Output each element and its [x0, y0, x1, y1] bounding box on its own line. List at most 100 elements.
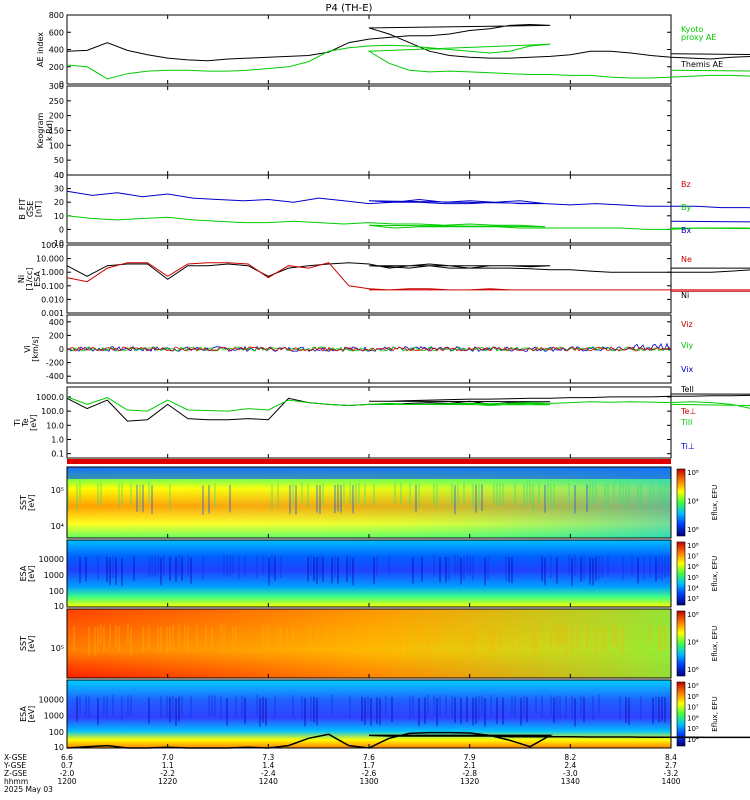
spectrogram-stripe	[76, 696, 78, 722]
colorbar-tick-label: 10⁴	[687, 498, 699, 506]
spectrogram-stripe	[271, 555, 273, 577]
panel-sst_ion: 10⁸ 10⁴ 10⁶ Eflux, EFU 10⁵ 10⁴	[51, 466, 719, 539]
spectrogram-stripe	[484, 698, 486, 727]
spectrogram-stripe	[265, 697, 267, 726]
colorbar-label: Eflux, EFU	[711, 696, 719, 731]
spectrogram-stripe	[130, 482, 132, 506]
y-tick-label: 10000	[39, 555, 64, 564]
spectrogram-stripe	[496, 697, 498, 724]
spectrogram-stripe	[157, 626, 159, 653]
y-tick-label: -200	[46, 359, 64, 368]
spectrogram-stripe	[361, 696, 363, 722]
spectrogram-stripe	[391, 624, 393, 646]
series-ne	[66, 262, 750, 292]
spectrogram-stripe	[316, 484, 318, 513]
spectrogram-stripe	[472, 556, 474, 581]
colorbar-tick-label: 10⁶	[687, 666, 699, 674]
spectrogram-stripe	[565, 696, 567, 719]
spectrogram-stripe	[565, 626, 567, 655]
spectrogram-stripe	[316, 557, 318, 584]
colorbar-label: Eflux, EFU	[711, 626, 719, 661]
spectrogram-stripe	[373, 482, 375, 506]
spectrogram-stripe	[535, 694, 537, 715]
spectrogram-stripe	[601, 626, 603, 654]
spectrogram-stripe	[121, 482, 123, 504]
x-tick-label: -2.2	[160, 769, 175, 778]
spectrogram-stripe	[427, 625, 429, 652]
spectrogram-stripe	[424, 697, 426, 724]
spectrogram-stripe	[628, 697, 630, 726]
spectrogram-stripe	[505, 556, 507, 581]
spectrogram-stripe	[355, 482, 357, 506]
spectrogram-stripe	[169, 484, 171, 510]
spectrogram-stripe	[109, 624, 111, 647]
spectrogram-stripe	[649, 555, 651, 578]
panel-ae: 800 600 400 200 0	[49, 11, 750, 89]
spectrogram-stripe	[322, 556, 324, 583]
spectrogram-stripe	[256, 555, 258, 579]
spectrogram-stripe	[127, 623, 129, 645]
series-till	[66, 396, 750, 412]
spectrogram-stripe	[514, 695, 516, 719]
spectrogram-stripe	[202, 556, 204, 580]
spectrogram-stripe	[184, 625, 186, 649]
x-tick-label: 8.2	[564, 753, 576, 762]
spectrogram-stripe	[142, 626, 144, 654]
spectrogram-stripe	[466, 696, 468, 723]
x-row-label: 2025 May 03	[4, 785, 53, 794]
spectrogram-stripe	[445, 556, 447, 583]
spectrogram-stripe	[229, 555, 231, 576]
x-tick-label: -3.0	[563, 769, 578, 778]
x-tick-label: 8.4	[665, 753, 677, 762]
x-tick-label: 1400	[661, 777, 680, 786]
spectrogram-stripe	[115, 624, 117, 648]
spectrogram-stripe	[172, 624, 174, 646]
spectrogram-stripe	[457, 482, 459, 506]
y-tick-label: 150	[49, 127, 64, 136]
spectrogram-stripe	[448, 556, 450, 581]
spectrogram-stripe	[349, 624, 351, 647]
spectrogram-stripe	[445, 695, 447, 716]
y-tick-label: 1.000	[41, 268, 64, 277]
colorbar-tick-label: 10⁷	[687, 553, 699, 561]
y-tick-label: 200	[49, 112, 64, 121]
legend-entry: Tell	[680, 385, 694, 394]
spectrogram-stripe	[556, 625, 558, 651]
spectrogram-stripe	[454, 485, 456, 515]
spectrogram-stripe	[667, 555, 669, 577]
spectrogram-stripe	[172, 695, 174, 719]
spectrogram-stripe	[613, 482, 615, 505]
spectrogram-stripe	[370, 697, 372, 726]
spectrogram-stripe	[388, 554, 390, 574]
spectrogram-stripe	[475, 697, 477, 725]
spectrogram-stripe	[400, 626, 402, 654]
spectrogram-stripe	[214, 695, 216, 717]
spectrogram-stripe	[337, 557, 339, 584]
spectrogram-stripe	[169, 696, 171, 723]
spectrogram-stripe	[337, 484, 339, 512]
spectrogram-stripe	[175, 697, 177, 726]
x-tick-label: 0.7	[61, 761, 73, 770]
spectrogram-stripe	[265, 624, 267, 648]
spectrogram-stripe	[541, 556, 543, 582]
legend-entry: Kyoto	[681, 25, 703, 34]
spectrogram-stripe	[598, 556, 600, 580]
spectrogram-stripe	[619, 482, 621, 504]
spectrogram-stripe	[160, 695, 162, 719]
panel-frame	[66, 14, 672, 85]
panel-frame	[66, 386, 672, 459]
y-tick-label: 20	[54, 198, 64, 207]
spectrogram-stripe	[652, 483, 654, 508]
spectrogram-stripe	[658, 555, 660, 579]
x-tick-label: -2.0	[60, 769, 75, 778]
spectrogram-stripe	[100, 482, 102, 505]
spectrogram-stripe	[118, 626, 120, 653]
spectrogram-stripe	[514, 482, 516, 504]
spectrogram-stripe	[268, 625, 270, 649]
spectrogram-stripe	[214, 483, 216, 508]
spectrogram-stripe	[604, 625, 606, 650]
spectrogram-stripe	[325, 624, 327, 646]
spectrogram-stripe	[115, 557, 117, 585]
spectrogram-stripe	[592, 557, 594, 586]
